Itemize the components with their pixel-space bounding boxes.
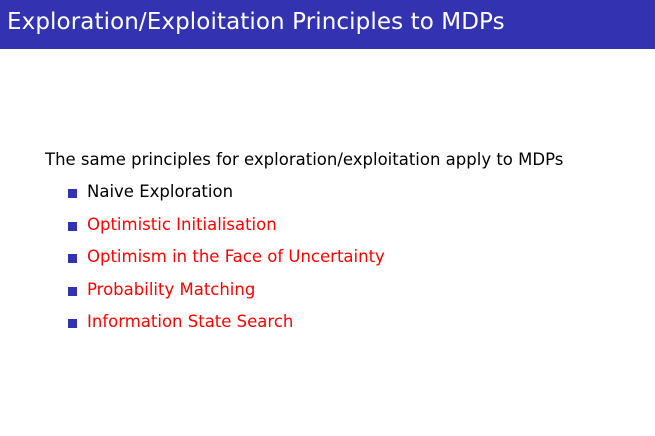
square-bullet-icon bbox=[68, 254, 77, 263]
list-item: Information State Search bbox=[68, 312, 385, 345]
list-item-label: Probability Matching bbox=[87, 279, 256, 299]
list-item-label: Naive Exploration bbox=[87, 182, 234, 201]
square-bullet-icon bbox=[68, 319, 77, 328]
list-item: Probability Matching bbox=[68, 280, 385, 313]
square-bullet-icon bbox=[68, 189, 77, 198]
list-item-label: Optimism in the Face of Uncertainty bbox=[87, 247, 385, 266]
bullet-list: Naive Exploration Optimistic Initialisat… bbox=[68, 182, 385, 345]
intro-text: The same principles for exploration/expl… bbox=[45, 150, 564, 169]
list-item: Optimistic Initialisation bbox=[68, 215, 385, 248]
slide-title: Exploration/Exploitation Principles to M… bbox=[7, 9, 505, 35]
list-item-label: Optimistic Initialisation bbox=[87, 214, 277, 234]
list-item: Naive Exploration bbox=[68, 182, 385, 215]
list-item: Optimism in the Face of Uncertainty bbox=[68, 247, 385, 280]
title-bar: Exploration/Exploitation Principles to M… bbox=[0, 0, 655, 49]
square-bullet-icon bbox=[68, 286, 77, 296]
square-bullet-icon bbox=[68, 221, 77, 231]
list-item-label: Information State Search bbox=[87, 312, 294, 331]
